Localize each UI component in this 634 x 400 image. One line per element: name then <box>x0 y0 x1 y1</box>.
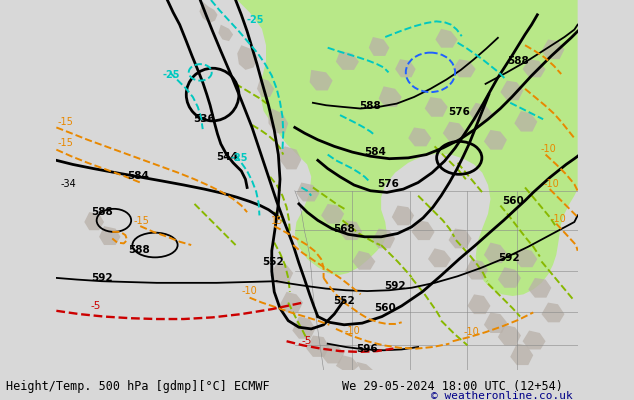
Polygon shape <box>392 206 414 225</box>
Polygon shape <box>498 325 521 345</box>
Polygon shape <box>498 267 521 288</box>
Polygon shape <box>428 248 451 267</box>
Polygon shape <box>510 344 533 365</box>
Polygon shape <box>369 37 389 56</box>
Text: 560: 560 <box>374 303 396 313</box>
Text: 592: 592 <box>498 254 519 264</box>
Text: 592: 592 <box>384 282 406 292</box>
Text: -5: -5 <box>302 336 313 346</box>
Polygon shape <box>395 59 416 77</box>
Polygon shape <box>528 278 552 298</box>
Polygon shape <box>443 122 466 142</box>
Text: 588: 588 <box>91 208 113 218</box>
Polygon shape <box>339 220 362 240</box>
Polygon shape <box>541 40 564 59</box>
Text: -15: -15 <box>58 138 74 148</box>
Polygon shape <box>514 111 538 132</box>
Polygon shape <box>436 29 458 48</box>
Text: © weatheronline.co.uk: © weatheronline.co.uk <box>431 391 573 400</box>
Polygon shape <box>99 226 120 245</box>
Polygon shape <box>465 259 488 280</box>
Text: -34: -34 <box>60 180 76 190</box>
Polygon shape <box>353 251 375 270</box>
Polygon shape <box>336 355 359 370</box>
Text: 568: 568 <box>333 224 355 234</box>
Text: -10: -10 <box>540 144 556 154</box>
Text: 552: 552 <box>262 257 284 267</box>
Polygon shape <box>356 362 373 370</box>
Text: -25: -25 <box>247 15 264 25</box>
Text: 544: 544 <box>216 152 238 162</box>
Text: -25: -25 <box>230 153 248 163</box>
Polygon shape <box>484 130 507 150</box>
Polygon shape <box>321 204 344 224</box>
Text: 15: 15 <box>271 216 283 226</box>
Text: -15: -15 <box>134 216 150 226</box>
Polygon shape <box>292 316 315 339</box>
Polygon shape <box>270 263 293 284</box>
Text: -5: -5 <box>91 301 101 311</box>
Polygon shape <box>541 302 564 322</box>
Polygon shape <box>306 336 329 357</box>
Text: -15: -15 <box>58 117 74 127</box>
Text: -10: -10 <box>463 328 479 338</box>
Text: 584: 584 <box>365 146 386 156</box>
Text: 596: 596 <box>356 344 378 354</box>
Polygon shape <box>280 292 303 312</box>
Polygon shape <box>449 228 472 248</box>
Text: 560: 560 <box>502 196 524 206</box>
Text: -10: -10 <box>550 214 566 224</box>
Polygon shape <box>84 212 104 230</box>
Polygon shape <box>500 80 524 100</box>
Polygon shape <box>408 128 431 146</box>
Text: 576: 576 <box>448 107 470 117</box>
Polygon shape <box>372 228 395 248</box>
Polygon shape <box>336 51 359 70</box>
Polygon shape <box>257 78 275 97</box>
Polygon shape <box>467 294 491 314</box>
Polygon shape <box>321 344 344 364</box>
Text: -10: -10 <box>543 180 559 190</box>
Text: -25: -25 <box>163 70 180 80</box>
Text: 552: 552 <box>333 296 355 306</box>
Polygon shape <box>297 182 320 202</box>
Polygon shape <box>218 25 233 41</box>
Polygon shape <box>268 108 288 133</box>
Polygon shape <box>237 0 578 296</box>
Polygon shape <box>280 146 301 169</box>
Polygon shape <box>484 312 507 333</box>
Text: -10: -10 <box>344 326 360 336</box>
Text: 588: 588 <box>508 56 529 66</box>
Text: We 29-05-2024 18:00 UTC (12+54): We 29-05-2024 18:00 UTC (12+54) <box>342 380 563 393</box>
Polygon shape <box>309 70 333 90</box>
Polygon shape <box>469 103 492 122</box>
Polygon shape <box>411 220 434 240</box>
Polygon shape <box>425 97 448 117</box>
Text: 588: 588 <box>359 100 381 110</box>
Polygon shape <box>522 330 546 350</box>
Text: 584: 584 <box>127 171 150 181</box>
Polygon shape <box>484 242 507 263</box>
Polygon shape <box>237 45 258 70</box>
Text: 536: 536 <box>193 114 215 124</box>
Polygon shape <box>492 0 533 8</box>
Text: 592: 592 <box>91 273 112 283</box>
Polygon shape <box>200 2 217 23</box>
Polygon shape <box>522 59 546 77</box>
Text: -10: -10 <box>242 286 257 296</box>
Text: Height/Temp. 500 hPa [gdmp][°C] ECMWF: Height/Temp. 500 hPa [gdmp][°C] ECMWF <box>6 380 270 393</box>
Polygon shape <box>514 248 538 267</box>
Polygon shape <box>378 86 402 107</box>
Text: 588: 588 <box>127 245 150 255</box>
Polygon shape <box>453 59 476 77</box>
Text: 576: 576 <box>377 180 399 190</box>
